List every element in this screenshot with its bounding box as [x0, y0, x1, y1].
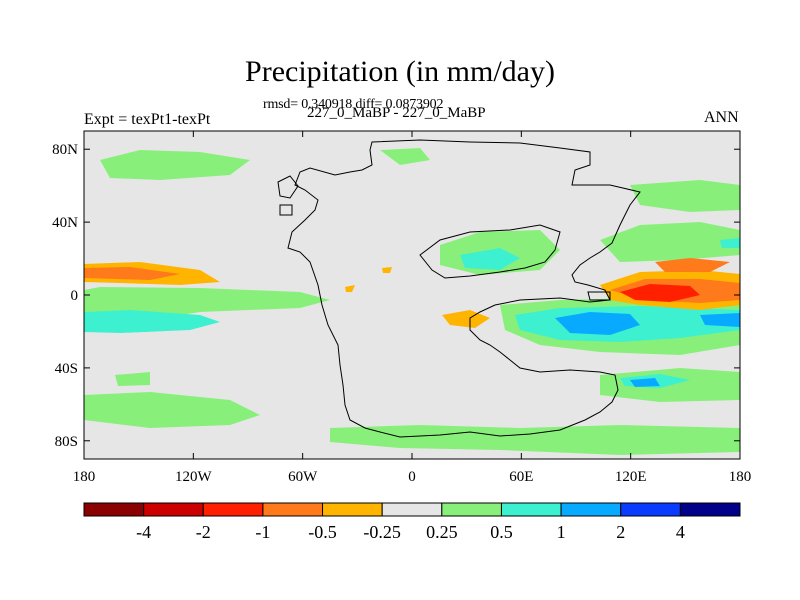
anomaly-region — [620, 284, 700, 302]
experiment-label: Expt = texPt1-texPt — [84, 111, 211, 128]
case-label: 227_0_MaBP - 227_0_MaBP — [307, 105, 486, 121]
continent-outline — [277, 139, 641, 438]
colorbar-label: -4 — [136, 522, 151, 542]
anomaly-region — [115, 372, 150, 386]
colorbar-label: 4 — [676, 522, 685, 542]
colorbar-label: 0.25 — [426, 522, 458, 542]
anomaly-region — [382, 267, 392, 273]
y-tick-label: 40N — [52, 215, 78, 231]
x-tick-label: 60E — [509, 469, 533, 485]
y-tick-label: 0 — [71, 288, 79, 304]
anomaly-region — [555, 312, 640, 335]
anomaly-region — [600, 222, 740, 262]
colorbar-swatch — [679, 502, 741, 517]
colorbar-swatch — [202, 502, 264, 517]
x-tick-label: 60W — [288, 469, 318, 485]
anomaly-region — [380, 148, 430, 165]
y-tick-label: 80S — [55, 434, 78, 450]
y-axis-ticks: 80N 40N 0 40S 80S — [52, 142, 740, 450]
anomaly-region — [84, 310, 220, 333]
rmsd-diff-label: rmsd= 0.340918 diff= 0.0873902 — [263, 97, 444, 112]
anomaly-region — [330, 425, 740, 455]
colorbar-label: -1 — [255, 522, 270, 542]
colorbar-swatch — [441, 502, 502, 517]
anomaly-region — [460, 248, 520, 270]
x-tick-label: 180 — [729, 469, 752, 485]
colorbar-label: -0.25 — [363, 522, 401, 542]
x-tick-label: 120W — [175, 469, 213, 485]
anomaly-region — [345, 285, 355, 292]
figure-title: Precipitation (in mm/day) — [245, 55, 555, 88]
anomaly-region — [84, 267, 180, 280]
x-axis-ticks: 180 120W 60W 0 60E 120E 180 — [73, 131, 752, 485]
colorbar-swatch — [500, 502, 562, 517]
anomaly-region — [442, 310, 490, 328]
colorbar-swatch — [143, 502, 204, 517]
anomaly-region — [700, 313, 740, 327]
y-tick-label: 80N — [52, 142, 78, 158]
anomaly-region — [655, 258, 730, 272]
colorbar-swatch — [560, 502, 622, 517]
season-label: ANN — [704, 109, 739, 126]
colorbar-label: -2 — [196, 522, 211, 542]
colorbar-label: -0.5 — [308, 522, 337, 542]
colorbar-swatch — [381, 502, 443, 517]
x-tick-label: 120E — [615, 469, 647, 485]
anomaly-region — [84, 392, 260, 428]
colorbar-swatch — [620, 502, 681, 517]
anomaly-region — [630, 180, 740, 212]
colorbar-label: 2 — [616, 522, 625, 542]
colorbar-swatch — [262, 502, 324, 517]
y-tick-label: 40S — [55, 361, 78, 377]
anomaly-fills — [84, 148, 740, 455]
anomaly-region — [100, 150, 250, 180]
anomaly-region — [630, 378, 660, 387]
x-tick-label: 0 — [408, 469, 416, 485]
colorbar-swatch — [83, 502, 145, 517]
x-tick-label: 180 — [73, 469, 96, 485]
colorbar-swatch — [322, 502, 383, 517]
anomaly-region — [720, 238, 740, 248]
colorbar-label: 1 — [557, 522, 566, 542]
colorbar: -4 -2 -1 -0.5 -0.25 0.25 0.5 1 2 4 — [83, 502, 741, 542]
colorbar-label: 0.5 — [490, 522, 513, 542]
